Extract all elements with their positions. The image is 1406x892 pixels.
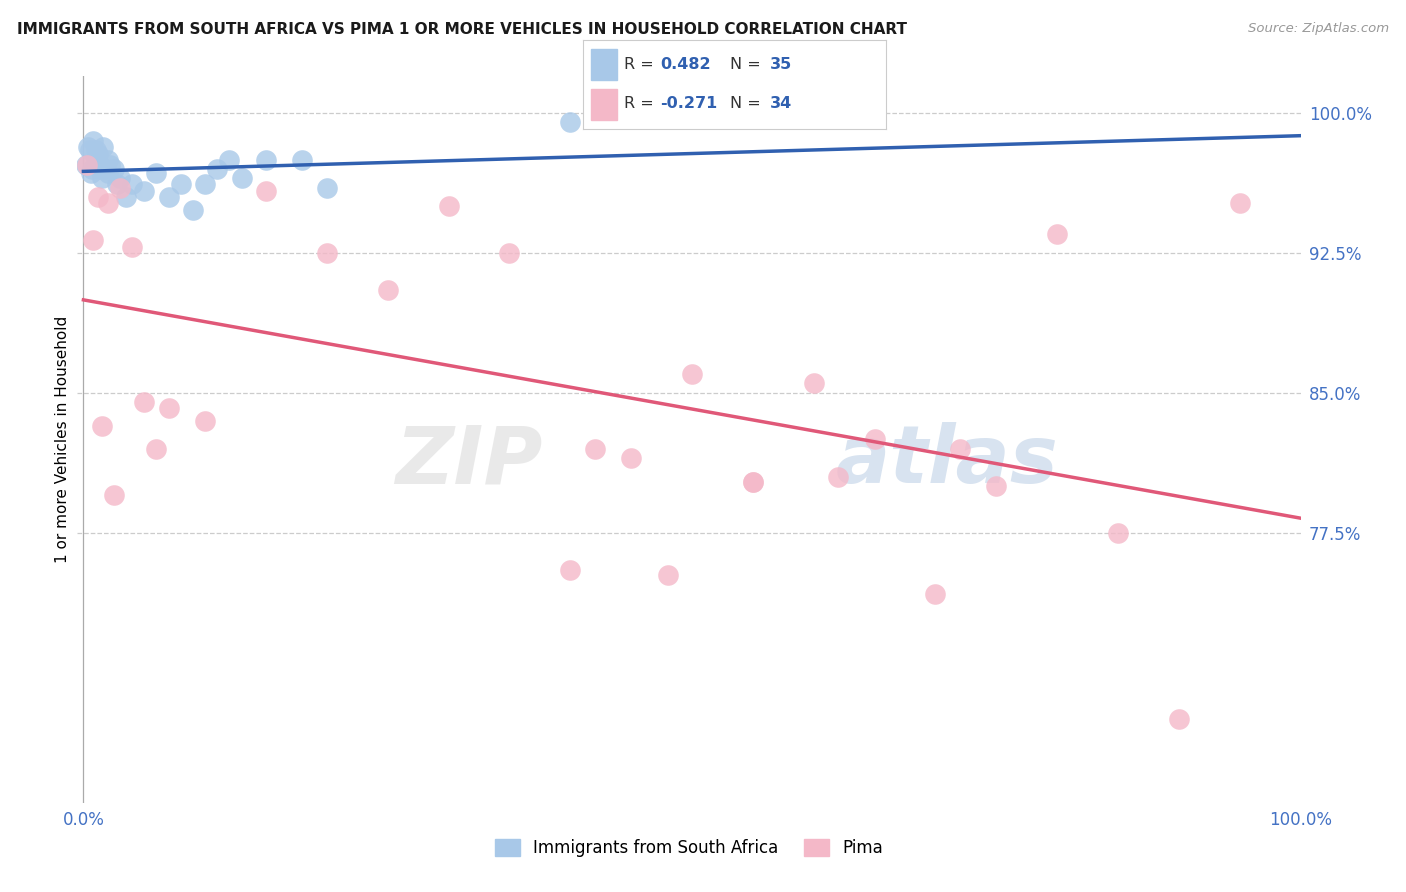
Text: Source: ZipAtlas.com: Source: ZipAtlas.com — [1249, 22, 1389, 36]
Point — [254, 153, 277, 167]
Point — [121, 240, 143, 254]
Point — [77, 139, 100, 153]
Point — [1107, 525, 1129, 540]
Point — [377, 283, 399, 297]
Point — [108, 180, 131, 194]
Point — [291, 153, 314, 167]
Text: IMMIGRANTS FROM SOUTH AFRICA VS PIMA 1 OR MORE VEHICLES IN HOUSEHOLD CORRELATION: IMMIGRANTS FROM SOUTH AFRICA VS PIMA 1 O… — [17, 22, 907, 37]
Point — [103, 488, 125, 502]
Text: R =: R = — [624, 57, 659, 72]
Point — [91, 139, 114, 153]
Point — [194, 414, 217, 428]
Point — [986, 479, 1008, 493]
Point — [827, 469, 849, 483]
Point — [121, 177, 143, 191]
Point — [145, 166, 167, 180]
Text: atlas: atlas — [835, 422, 1059, 500]
Point — [863, 432, 886, 446]
Point — [82, 134, 104, 148]
Legend: Immigrants from South Africa, Pima: Immigrants from South Africa, Pima — [488, 832, 890, 863]
Point — [84, 144, 107, 158]
Point — [79, 144, 101, 158]
Point — [315, 180, 337, 194]
Point — [90, 171, 112, 186]
Y-axis label: 1 or more Vehicles in Household: 1 or more Vehicles in Household — [55, 316, 70, 563]
Point — [82, 233, 104, 247]
Point — [560, 563, 582, 577]
Point — [560, 115, 582, 129]
Point — [254, 185, 277, 199]
Point — [89, 158, 111, 172]
Point — [80, 166, 103, 180]
Point — [218, 153, 240, 167]
Text: N =: N = — [730, 96, 766, 112]
Text: 0.482: 0.482 — [661, 57, 711, 72]
Point — [924, 587, 946, 601]
Point — [1167, 712, 1189, 726]
Point — [80, 161, 103, 176]
Point — [583, 442, 606, 456]
Point — [231, 171, 253, 186]
Point — [97, 195, 120, 210]
Point — [1046, 227, 1069, 242]
Point — [103, 161, 125, 176]
Point — [803, 376, 825, 391]
Point — [108, 171, 131, 186]
Text: -0.271: -0.271 — [661, 96, 718, 112]
Point — [134, 395, 156, 409]
Point — [741, 475, 763, 490]
Point — [87, 147, 110, 161]
Point — [657, 568, 679, 582]
Bar — [591, 89, 617, 120]
Text: R =: R = — [624, 96, 659, 112]
Text: 34: 34 — [769, 96, 792, 112]
Point — [157, 190, 180, 204]
Point — [315, 246, 337, 260]
Text: ZIP: ZIP — [395, 422, 543, 500]
Point — [437, 199, 460, 213]
Point — [145, 442, 167, 456]
Point — [194, 177, 217, 191]
Text: 35: 35 — [769, 57, 792, 72]
Point — [84, 153, 107, 167]
Point — [89, 161, 111, 176]
Point — [115, 190, 138, 204]
Point — [681, 367, 703, 381]
Bar — [591, 49, 617, 80]
Point — [97, 153, 120, 167]
Point — [170, 177, 193, 191]
Point — [87, 190, 110, 204]
Point — [157, 401, 180, 415]
Point — [949, 442, 972, 456]
Point — [741, 475, 763, 490]
Point — [94, 161, 117, 176]
Point — [181, 202, 204, 217]
Point — [75, 158, 97, 172]
Point — [98, 158, 121, 172]
Point — [90, 419, 112, 434]
Text: N =: N = — [730, 57, 766, 72]
Point — [1229, 195, 1251, 210]
Point — [207, 161, 229, 176]
Point — [134, 185, 156, 199]
Point — [97, 166, 120, 180]
Point — [76, 158, 98, 172]
Point — [498, 246, 520, 260]
Point — [107, 177, 129, 191]
Point — [620, 450, 643, 465]
